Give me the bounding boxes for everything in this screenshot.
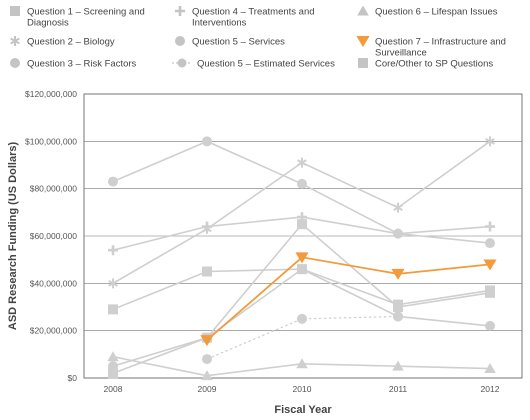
legend-marker <box>177 58 187 68</box>
data-point <box>200 335 214 347</box>
series-question-7-infrastructure-and-surveillance <box>200 252 497 347</box>
data-point <box>485 238 495 249</box>
data-point <box>297 178 307 189</box>
x-axis-title: Fiscal Year <box>274 404 332 416</box>
x-tick-label: 2008 <box>104 384 123 394</box>
legend-item: Core/Other to SP Questions <box>358 58 493 70</box>
legend-item: Question 5 – Services <box>175 36 285 48</box>
data-point <box>297 264 307 275</box>
data-point <box>393 311 403 322</box>
data-point <box>393 202 403 213</box>
y-tick-label: $100,000,000 <box>25 136 77 146</box>
series-question-6-lifespan-issues <box>107 351 496 381</box>
data-point <box>391 268 405 280</box>
x-tick-label: 2010 <box>293 384 312 394</box>
data-point <box>202 221 212 232</box>
data-point <box>297 313 307 324</box>
x-tick-label: 2011 <box>389 384 408 394</box>
series-question-5-estimated-services <box>202 311 403 365</box>
legend-item: Question 5 – Estimated Services <box>172 58 335 70</box>
data-point <box>108 278 118 289</box>
y-tick-label: $60,000,000 <box>30 231 78 241</box>
data-point <box>297 157 307 168</box>
legend-marker <box>10 6 20 16</box>
legend-item: Question 7 – Infrastructure andSurveilla… <box>356 36 506 59</box>
legend-marker <box>175 6 185 16</box>
legend-marker <box>358 58 368 68</box>
legend-marker <box>10 58 20 68</box>
series-line <box>112 268 491 311</box>
x-tick-label: 2009 <box>198 384 217 394</box>
legend-label: Question 1 – Screening and <box>27 7 145 18</box>
legend-item: Question 3 – Risk Factors <box>10 58 137 70</box>
legend-marker <box>175 36 185 46</box>
legend-label: Question 7 – Infrastructure and <box>375 37 506 48</box>
legend-label: Question 4 – Treatments and <box>192 7 315 18</box>
data-point <box>484 363 496 374</box>
data-point <box>201 370 213 381</box>
series-line <box>206 256 491 341</box>
data-point <box>108 304 118 315</box>
legend-label: Surveillance <box>375 48 427 59</box>
data-point <box>393 228 403 239</box>
legend-item: Question 6 – Lifespan Issues <box>357 5 498 18</box>
y-tick-label: $20,000,000 <box>30 326 78 336</box>
data-point <box>108 176 118 187</box>
series-line <box>206 315 399 360</box>
data-point <box>202 136 212 147</box>
data-point <box>297 219 307 230</box>
legend-label: Interventions <box>192 18 247 29</box>
y-tick-label: $80,000,000 <box>30 184 78 194</box>
legend-item: Question 2 – Biology <box>10 36 115 48</box>
data-point <box>296 358 308 369</box>
data-point <box>485 221 495 232</box>
series-core-other-to-sp-questions <box>108 264 495 315</box>
legend-marker <box>357 5 369 16</box>
data-point <box>202 266 212 277</box>
data-point <box>485 320 495 331</box>
legend-label: Question 2 – Biology <box>27 37 115 48</box>
legend-label: Question 3 – Risk Factors <box>27 59 137 70</box>
legend-label: Question 6 – Lifespan Issues <box>375 7 498 18</box>
chart-grid <box>83 93 523 379</box>
data-point <box>107 351 119 362</box>
legend-label: Question 5 – Services <box>192 37 285 48</box>
axis-ticks: $0 $20,000,000 $40,000,000 $60,000,000 $80,0… <box>25 89 500 394</box>
series-question-4-treatments-and-interventions <box>108 212 495 256</box>
y-tick-label: $120,000,000 <box>25 89 77 99</box>
data-point <box>108 368 118 379</box>
legend-label: Question 5 – Estimated Services <box>197 59 335 70</box>
data-point <box>108 361 118 372</box>
legend-marker <box>356 36 370 48</box>
chart-series <box>107 136 497 381</box>
data-point <box>485 285 495 296</box>
data-point <box>297 212 307 223</box>
data-point <box>393 299 403 310</box>
legend-marker <box>10 36 20 46</box>
chart-legend: Question 1 – Screening andDiagnosisQuest… <box>10 5 506 70</box>
y-axis-title: ASD Research Funding (US Dollars) <box>7 142 19 331</box>
series-question-2-biology <box>108 136 495 289</box>
legend-label: Diagnosis <box>27 18 69 29</box>
data-point <box>483 259 497 271</box>
series-question-3-risk-factors <box>108 136 495 249</box>
data-point <box>295 252 309 264</box>
x-tick-label: 2012 <box>481 384 500 394</box>
data-point <box>485 136 495 147</box>
data-point <box>108 245 118 256</box>
y-tick-label: $0 <box>68 373 78 383</box>
data-point <box>392 360 404 371</box>
data-point <box>202 354 212 365</box>
y-tick-label: $40,000,000 <box>30 278 78 288</box>
legend-label: Core/Other to SP Questions <box>375 59 493 70</box>
